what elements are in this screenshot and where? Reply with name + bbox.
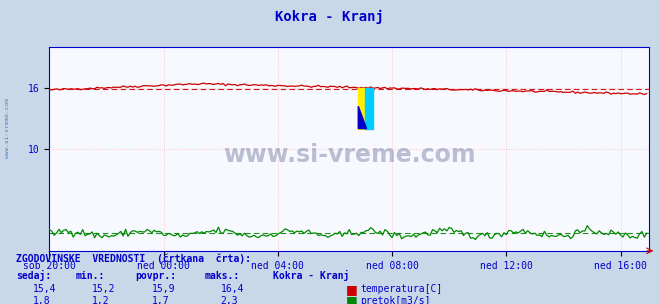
Text: 15,2: 15,2: [92, 285, 116, 294]
Text: 1,7: 1,7: [152, 296, 169, 304]
Text: ■: ■: [346, 295, 358, 304]
Text: 15,4: 15,4: [33, 285, 57, 294]
Text: Kokra - Kranj: Kokra - Kranj: [273, 270, 350, 281]
Text: min.:: min.:: [76, 271, 105, 281]
Bar: [358, 88, 366, 129]
Text: temperatura[C]: temperatura[C]: [360, 285, 443, 294]
Text: Kokra - Kranj: Kokra - Kranj: [275, 10, 384, 24]
Text: www.si-vreme.com: www.si-vreme.com: [5, 98, 11, 158]
Bar: [365, 88, 373, 129]
Text: povpr.:: povpr.:: [135, 271, 176, 281]
Text: 15,9: 15,9: [152, 285, 175, 294]
Text: ■: ■: [346, 283, 358, 296]
Text: ZGODOVINSKE  VREDNOSTI  (črtkana  črta):: ZGODOVINSKE VREDNOSTI (črtkana črta):: [16, 254, 252, 264]
Text: 1,8: 1,8: [33, 296, 51, 304]
Text: maks.:: maks.:: [204, 271, 239, 281]
Text: sedaj:: sedaj:: [16, 270, 51, 281]
Text: 1,2: 1,2: [92, 296, 110, 304]
Polygon shape: [358, 106, 366, 129]
Text: 2,3: 2,3: [221, 296, 239, 304]
Text: www.si-vreme.com: www.si-vreme.com: [223, 143, 476, 167]
Text: pretok[m3/s]: pretok[m3/s]: [360, 296, 431, 304]
Text: 16,4: 16,4: [221, 285, 244, 294]
